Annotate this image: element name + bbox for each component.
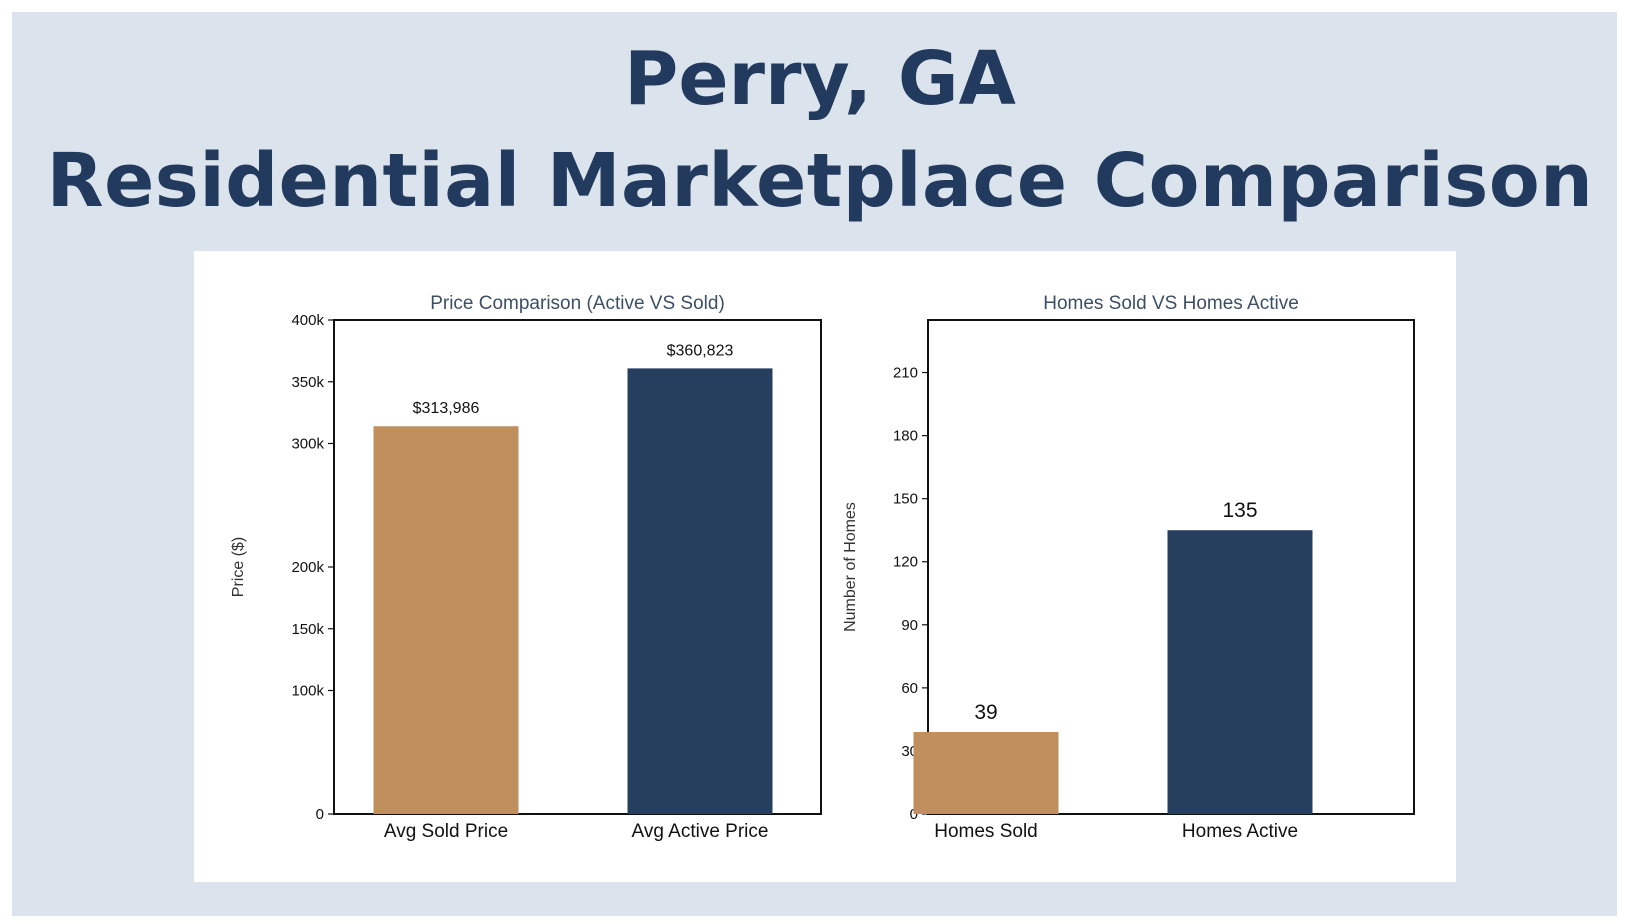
price-comparison-chart: Price Comparison (Active VS Sold) Price (…	[230, 293, 822, 842]
price-chart-y-tick-label: 300k	[291, 436, 324, 453]
homes-count-chart: Homes Sold VS Homes Active Number of Home…	[842, 293, 1415, 842]
price-chart-y-tick-label: 200k	[291, 559, 324, 576]
price-chart-title: Price Comparison (Active VS Sold)	[430, 293, 725, 314]
homes-chart-category-label: Homes Active	[1182, 821, 1298, 842]
homes-chart-y-tick-label: 180	[893, 428, 918, 445]
homes-chart-y-axis-label: Number of Homes	[842, 502, 859, 632]
homes-chart-category-label: Homes Sold	[934, 821, 1038, 842]
price-chart-y-tick-label: 0	[316, 806, 324, 823]
homes-chart-title: Homes Sold VS Homes Active	[1043, 293, 1299, 314]
price-chart-y-tick-label: 400k	[291, 312, 324, 329]
homes-chart-y-tick-label: 150	[893, 491, 918, 508]
price-chart-y-tick-label: 350k	[291, 374, 324, 391]
homes-chart-y-tick-label: 120	[893, 554, 918, 571]
price-chart-category-label: Avg Active Price	[632, 821, 769, 842]
homes-chart-y-tick-label: 210	[893, 365, 918, 382]
charts-panel: Price Comparison (Active VS Sold) Price (…	[194, 251, 1456, 882]
page-title-location: Perry, GA	[624, 36, 1016, 122]
homes-chart-bar-active	[1167, 530, 1313, 814]
homes-chart-y-tick-label: 0	[910, 806, 918, 823]
price-chart-y-tick-label: 100k	[291, 683, 324, 700]
price-chart-category-label: Avg Sold Price	[384, 821, 508, 842]
homes-chart-data-label: 135	[1222, 499, 1257, 522]
price-chart-data-label: $360,823	[667, 342, 734, 359]
price-chart-bar-active	[627, 368, 773, 814]
price-chart-y-axis-label: Price ($)	[230, 537, 247, 597]
homes-chart-data-label: 39	[974, 701, 997, 724]
price-chart-data-label: $313,986	[413, 400, 480, 417]
page-title-subtitle: Residential Marketplace Comparison	[46, 138, 1594, 224]
price-chart-bar-sold	[373, 426, 519, 814]
homes-chart-y-tick-label: 90	[901, 617, 918, 634]
homes-chart-y-tick-label: 60	[901, 680, 918, 697]
price-chart-y-tick-label: 150k	[291, 621, 324, 638]
homes-chart-bar-sold	[913, 732, 1059, 814]
